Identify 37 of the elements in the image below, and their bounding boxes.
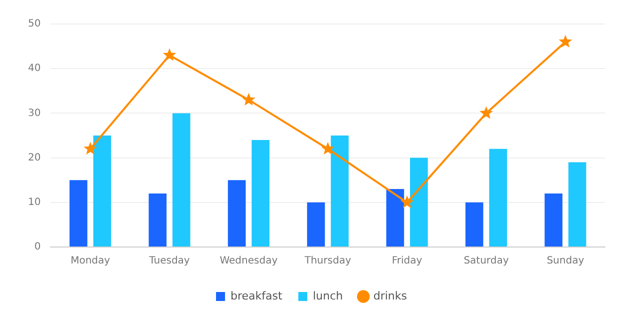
point (558, 34, 572, 48)
y-tick-label: 10 (28, 196, 41, 208)
legend-label: drinks (373, 289, 408, 302)
bar (148, 193, 167, 246)
x-tick-label: Monday (70, 256, 110, 267)
x-tick-label: Friday (392, 256, 422, 267)
x-tick-label: Saturday (464, 256, 509, 267)
legend-label: breakfast (230, 289, 284, 302)
bar (252, 140, 270, 246)
bar (330, 136, 349, 246)
bar (465, 202, 484, 246)
y-tick-label: 40 (28, 63, 41, 74)
x-tick-label: Wednesday (220, 256, 278, 267)
point (84, 142, 97, 155)
bar (70, 180, 88, 246)
x-tick-label: Tuesday (148, 256, 190, 267)
x-tick-label: Thursday (304, 256, 352, 267)
y-tick-label: 30 (28, 108, 41, 119)
bar (307, 202, 325, 246)
y-tick-label: 20 (28, 152, 41, 164)
y-tick-label: 0 (34, 242, 41, 253)
bar (172, 113, 190, 246)
y-tick-label: 50 (28, 18, 41, 30)
bar (568, 162, 586, 246)
point (480, 106, 493, 119)
bar (489, 148, 508, 246)
x-tick-label: Sunday (546, 256, 584, 267)
point (162, 48, 176, 61)
legend-label: lunch (312, 289, 343, 302)
bar (93, 136, 112, 246)
point (400, 195, 414, 208)
point (242, 92, 256, 106)
bar (386, 189, 404, 246)
bar (228, 180, 246, 246)
bar (544, 193, 562, 246)
point (321, 142, 335, 155)
bar (410, 158, 428, 246)
